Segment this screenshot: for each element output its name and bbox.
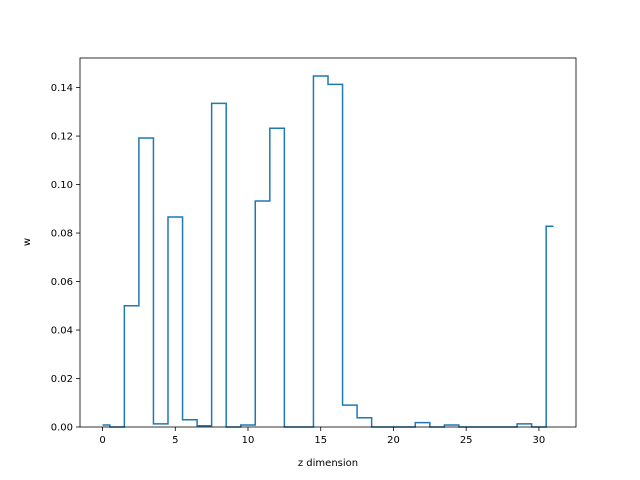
x-tick-label: 0 (99, 435, 105, 446)
x-tick-label: 20 (387, 435, 400, 446)
y-tick-label: 0.12 (51, 132, 73, 143)
x-axis-ticks: 0 5 10 15 20 25 30 (99, 427, 545, 446)
y-tick-label: 0.06 (51, 277, 73, 288)
y-axis-label: w (22, 238, 33, 246)
x-tick-label: 10 (242, 435, 255, 446)
plot-area-frame (79, 57, 577, 428)
y-tick-label: 0.04 (51, 326, 73, 337)
y-tick-label: 0.14 (51, 83, 73, 94)
x-axis-label: z dimension (298, 458, 358, 469)
y-axis-ticks: 0.00 0.02 0.04 0.06 0.08 0.10 0.12 0.14 (51, 83, 80, 434)
y-tick-label: 0.02 (51, 374, 73, 385)
y-tick-label: 0.00 (51, 423, 73, 434)
x-tick-label: 15 (314, 435, 327, 446)
x-tick-label: 25 (460, 435, 473, 446)
x-tick-label: 5 (172, 435, 178, 446)
x-tick-label: 30 (533, 435, 546, 446)
y-tick-label: 0.08 (51, 229, 73, 240)
y-tick-label: 0.10 (51, 180, 73, 191)
